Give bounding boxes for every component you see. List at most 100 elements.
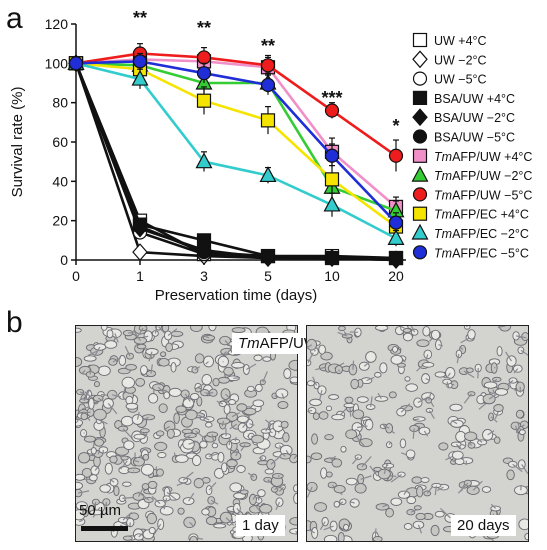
legend-marker: [412, 129, 428, 144]
legend-label-text: UW −5°C: [434, 73, 487, 87]
y-tick-label: 80: [52, 95, 68, 111]
significance-label: *: [392, 116, 399, 136]
significance-label: ***: [321, 88, 342, 108]
series-line: [75, 62, 397, 228]
series-line: [74, 62, 396, 260]
data-point: [68, 56, 84, 71]
series-0: [68, 56, 404, 266]
data-point: [324, 148, 340, 163]
legend-label-prefix: Tm: [434, 246, 452, 260]
series-line: [74, 62, 396, 260]
legend-label-prefix: Tm: [434, 188, 452, 202]
series-line: [74, 62, 396, 260]
legend-label-text: AFP/EC −5°C: [452, 246, 529, 260]
data-point: [388, 148, 404, 163]
legend-label: UW −5°C: [434, 73, 487, 87]
series-line: [75, 52, 397, 157]
y-tick-label: 20: [52, 213, 68, 229]
series-line: [75, 62, 397, 240]
micrograph-day-1-label: 1 day: [236, 515, 285, 536]
legend-label-text: AFP/EC +4°C: [452, 208, 529, 222]
data-point: [259, 166, 277, 183]
panel-a-letter: a: [6, 2, 23, 35]
series-line: [75, 58, 397, 208]
series-2: [68, 56, 404, 266]
y-tick-label: 120: [45, 16, 69, 32]
legend-marker: [412, 187, 428, 202]
legend-label-prefix: Tm: [434, 227, 452, 241]
legend-item: TmAFP/EC +4°C: [412, 206, 529, 222]
legend-label-prefix: Tm: [434, 169, 452, 183]
legend-label: TmAFP/UW −5°C: [434, 188, 532, 202]
legend-label-text: AFP/UW −2°C: [452, 169, 532, 183]
y-axis-title: Survival rate (%): [9, 87, 26, 198]
x-axis-title: Preservation time (days): [155, 287, 318, 304]
legend-label-text: UW −2°C: [434, 53, 487, 67]
legend-item: TmAFP/EC −2°C: [411, 223, 529, 241]
legend-item: UW −2°C: [412, 50, 487, 69]
legend-label: BSA/UW −5°C: [434, 131, 515, 145]
data-point: [132, 219, 148, 234]
data-point: [196, 50, 212, 65]
series-1: [68, 54, 404, 269]
data-point: [387, 229, 405, 245]
micrograph-day-20-label: 20 days: [451, 515, 516, 536]
data-point: [324, 172, 340, 187]
micrograph-title-prefix: Tm: [238, 335, 260, 352]
data-point: [132, 54, 148, 69]
legend-label-prefix: Tm: [434, 208, 452, 222]
data-point: [323, 195, 341, 212]
legend-marker: [412, 71, 428, 86]
legend-label: UW +4°C: [434, 34, 487, 48]
x-tick-label: 0: [72, 268, 80, 284]
legend-marker: [412, 148, 428, 163]
legend-item: UW +4°C: [412, 32, 487, 48]
data-point: [388, 215, 404, 230]
series-line: [74, 62, 397, 262]
legend-item: TmAFP/UW −2°C: [411, 165, 532, 183]
significance-label: **: [261, 36, 275, 56]
legend-label: UW −2°C: [434, 53, 487, 67]
data-point: [196, 93, 212, 108]
legend-marker: [412, 206, 428, 221]
legend-label: TmAFP/EC −2°C: [434, 227, 529, 241]
y-tick-label: 40: [52, 173, 68, 189]
legend-marker: [412, 32, 428, 48]
legend-label-text: UW +4°C: [434, 34, 487, 48]
scale-bar-label: 50 µm: [79, 502, 121, 519]
legend-item: TmAFP/EC −5°C: [412, 245, 529, 260]
series-3: [68, 56, 404, 266]
legend-marker: [412, 245, 428, 260]
chart-legend: UW +4°C UW −2°C UW −5°C BSA/UW +4°C BSA/UW −…: [411, 32, 532, 260]
micrograph-day-20-image: [307, 326, 528, 541]
series-11: [68, 52, 404, 233]
legend-label: BSA/UW −2°C: [434, 111, 515, 125]
data-point: [196, 66, 212, 81]
significance-label: **: [133, 8, 147, 28]
legend-marker: [411, 223, 429, 240]
series-5: [68, 56, 404, 266]
legend-marker: [412, 50, 428, 69]
legend-item: TmAFP/UW −5°C: [412, 187, 532, 202]
data-point: [131, 69, 149, 86]
data-point: [260, 248, 276, 264]
series-line: [74, 62, 397, 262]
y-tick-label: 60: [52, 134, 68, 150]
x-tick-label: 3: [200, 268, 208, 284]
data-point: [260, 58, 276, 73]
y-tick-label: 0: [60, 252, 68, 268]
x-tick-label: 20: [388, 268, 404, 284]
data-point: [324, 250, 340, 266]
legend-item: BSA/UW −5°C: [412, 129, 515, 145]
data-point: [195, 152, 213, 169]
legend-label: TmAFP/EC +4°C: [434, 208, 529, 222]
legend-item: BSA/UW +4°C: [412, 90, 515, 106]
x-tick-label: 1: [136, 268, 144, 284]
data-point: [260, 77, 276, 93]
x-tick-label: 5: [264, 268, 272, 284]
legend-label-text: AFP/UW +4°C: [452, 150, 532, 164]
data-point: [196, 245, 212, 260]
scale-bar: [81, 526, 128, 531]
legend-label-text: BSA/UW +4°C: [434, 92, 515, 106]
